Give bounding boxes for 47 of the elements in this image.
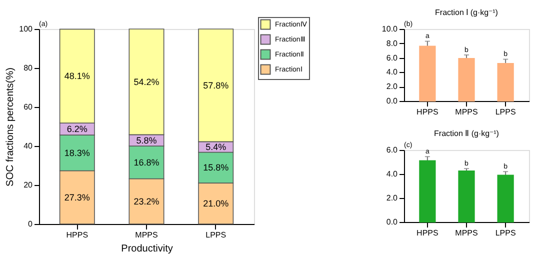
y-tick-label: 20 — [24, 180, 34, 190]
text: 48.1% — [64, 71, 90, 82]
bar — [419, 160, 436, 222]
y-tick-label: 6.0 — [386, 146, 398, 154]
text: 54.2% — [134, 76, 160, 87]
chart-title: Fraction Ⅱ (g·kg⁻¹) — [434, 129, 500, 138]
y-tick-label: 100 — [19, 24, 34, 34]
x-tick-label: LPPS — [495, 108, 516, 116]
y-tick-label: 2.0 — [386, 82, 398, 92]
text: 18.3% — [64, 148, 90, 158]
text: 16.8% — [134, 157, 160, 168]
x-tick-label: HPPS — [416, 108, 438, 116]
y-axis-title: SOC fractions percents(%) — [5, 68, 16, 186]
bar — [458, 58, 475, 102]
x-tick-label: MPPS — [135, 230, 158, 240]
bar — [497, 174, 514, 222]
x-tick-label: LPPS — [495, 228, 516, 238]
x-tick-label: HPPS — [66, 230, 88, 240]
text: 5.4% — [206, 142, 226, 152]
text: 21.0% — [203, 198, 229, 209]
y-tick-label: 80 — [24, 64, 34, 72]
text: 57.8% — [203, 80, 229, 90]
y-tick-label: 4.0 — [386, 170, 398, 178]
bar — [419, 46, 436, 102]
text: 6.2% — [66, 124, 88, 134]
y-tick-label: 0 — [28, 220, 34, 228]
bar — [458, 170, 475, 222]
y-tick-label: 8.0 — [386, 38, 398, 48]
text: 5.8% — [136, 135, 157, 146]
text: 27.3% — [64, 192, 90, 202]
text: 15.8% — [203, 162, 229, 173]
y-tick-label: 2.0 — [386, 194, 398, 202]
chart-title: Fraction Ⅰ (g·kg⁻¹) — [435, 8, 498, 17]
text: 23.2% — [134, 196, 160, 206]
y-tick-label: 40 — [24, 142, 34, 150]
y-tick-label: 4.0 — [386, 68, 398, 77]
bar — [497, 63, 514, 102]
y-tick-label: 0.0 — [386, 218, 398, 226]
y-tick-label: 60 — [24, 102, 34, 112]
y-tick-label: 6.0 — [386, 53, 398, 62]
x-tick-label: MPPS — [455, 108, 478, 116]
x-tick-label: HPPS — [416, 228, 438, 238]
y-tick-label: 10.0 — [382, 24, 398, 34]
x-tick-label: MPPS — [455, 228, 478, 238]
x-axis-title: Productivity — [121, 244, 173, 254]
x-tick-label: LPPS — [206, 230, 226, 240]
y-tick-label: 0.0 — [386, 96, 398, 106]
